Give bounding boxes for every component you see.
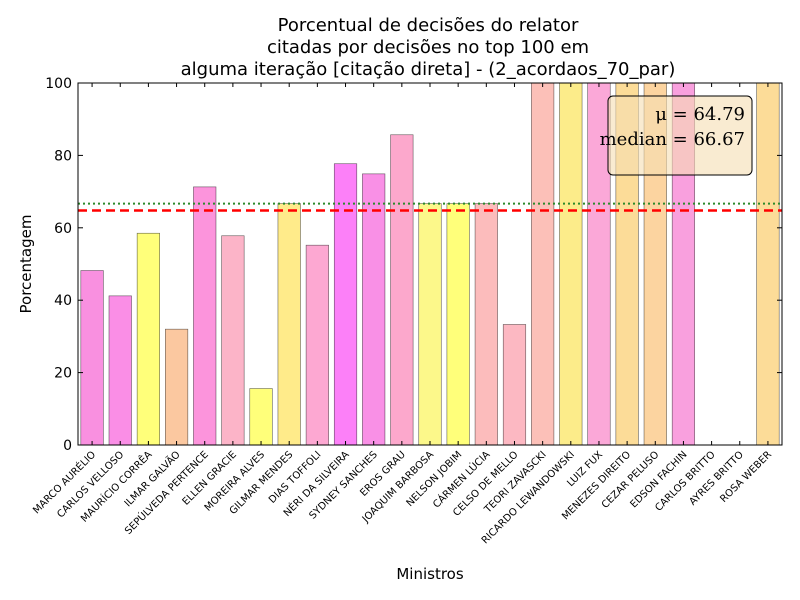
y-tick-label: 60 <box>54 221 72 237</box>
bar <box>362 173 386 446</box>
bar <box>559 82 583 446</box>
bar <box>108 295 132 446</box>
stats-median-text: median = 66.67 <box>600 129 745 150</box>
bars-group <box>80 82 780 446</box>
chart-title-line-2: citadas por decisões no top 100 em <box>267 37 589 58</box>
bar <box>165 328 189 446</box>
bar <box>136 232 160 446</box>
bar <box>756 82 780 446</box>
bar <box>446 203 470 446</box>
stats-mean-text: μ = 64.79 <box>655 104 745 125</box>
bar <box>333 163 358 446</box>
bar <box>305 244 329 446</box>
bar <box>277 203 301 446</box>
chart-title-line-3: alguma iteração [citação direta] - (2_ac… <box>181 59 676 80</box>
y-tick-label: 40 <box>54 293 72 309</box>
bar <box>249 388 273 446</box>
bar <box>502 324 527 446</box>
bar <box>193 186 217 446</box>
bar <box>221 235 245 446</box>
x-axis-label: Ministros <box>396 565 463 583</box>
plot-frame <box>77 82 783 446</box>
bar <box>80 270 104 446</box>
y-tick-label: 0 <box>63 438 72 454</box>
y-axis-ticks: 0 20 40 60 80 100 <box>45 76 782 454</box>
stats-box: μ = 64.79 median = 66.67 <box>600 95 753 176</box>
bar <box>390 134 414 446</box>
chart-title-line-1: Porcentual de decisões do relator <box>278 15 579 36</box>
y-tick-label: 80 <box>54 148 72 164</box>
y-axis-label: Porcentagem <box>17 215 35 314</box>
y-tick-label: 20 <box>54 366 72 382</box>
reference-lines <box>78 202 782 212</box>
bar <box>531 82 555 446</box>
chart-title: Porcentual de decisões do relator citada… <box>181 15 676 80</box>
y-tick-label: 100 <box>45 76 72 92</box>
stats-box-background <box>607 95 753 176</box>
bar <box>418 203 442 446</box>
x-tick-label: ROSA WEBER <box>718 449 774 505</box>
bar <box>474 203 498 446</box>
